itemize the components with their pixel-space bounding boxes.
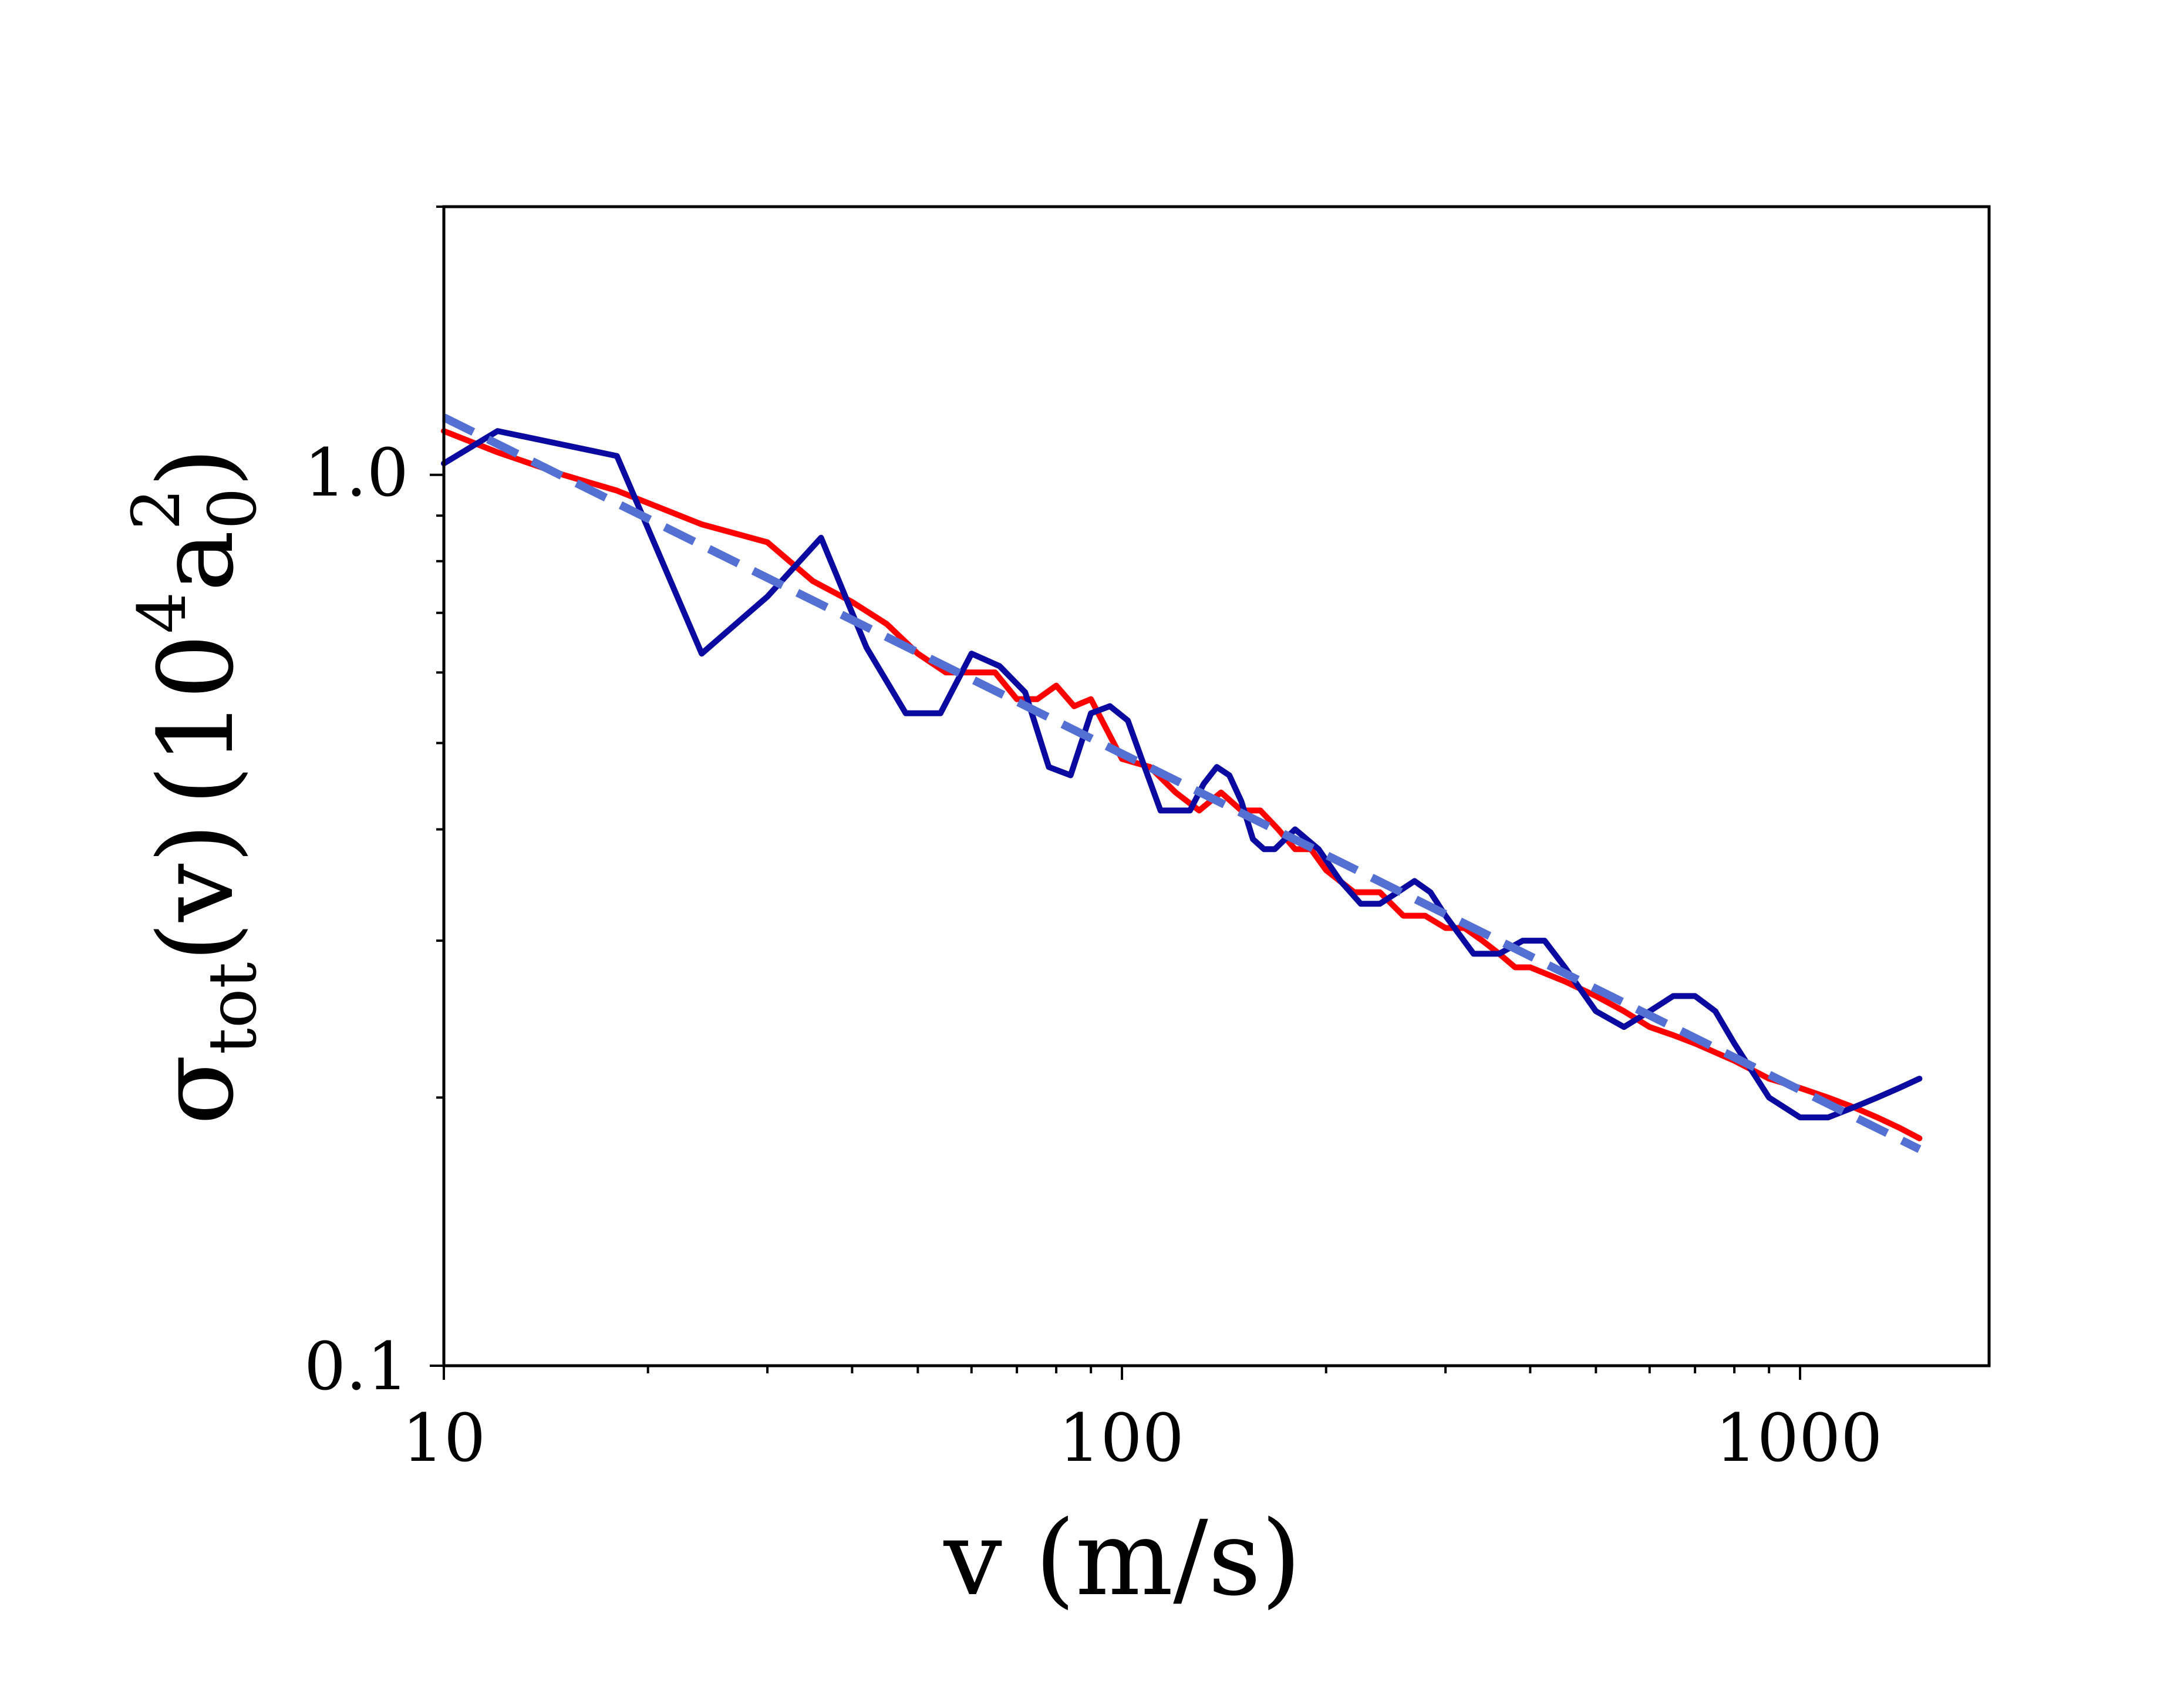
y-label-sub-tot: tot: [195, 962, 271, 1055]
y-label-unit-base: 10: [136, 634, 257, 765]
x-axis-label: v (m/s): [943, 1498, 1301, 1619]
y-tick-label-1.0: 1.0: [304, 435, 409, 511]
dashed-fit-line: [441, 413, 1922, 1153]
plot-content: [441, 413, 1923, 1153]
y-label-arg: (v): [136, 823, 257, 962]
y-label-unit-symbol-sub: 0: [195, 487, 271, 529]
y-label-unit-exp: 4: [124, 592, 201, 634]
y-label-unit-symbol: a: [136, 530, 257, 592]
y-axis-label: σtot(v) (104a20): [119, 447, 271, 1125]
x-tick-label-1000: 1000: [1715, 1400, 1882, 1477]
y-label-unit-symbol-sup: 2: [119, 489, 195, 530]
y-label-paren-close: ): [136, 447, 257, 488]
y-tick-label-0.1: 0.1: [304, 1329, 409, 1405]
x-tick-label-100: 100: [1059, 1400, 1184, 1477]
x-tick-label-10: 10: [402, 1400, 486, 1477]
y-label-paren-open: (: [136, 765, 257, 806]
svg-text:σtot(v)(104a20): σtot(v) (104a20): [119, 447, 271, 1125]
axes-frame: [442, 205, 1991, 1367]
y-label-sigma: σ: [136, 1055, 257, 1125]
